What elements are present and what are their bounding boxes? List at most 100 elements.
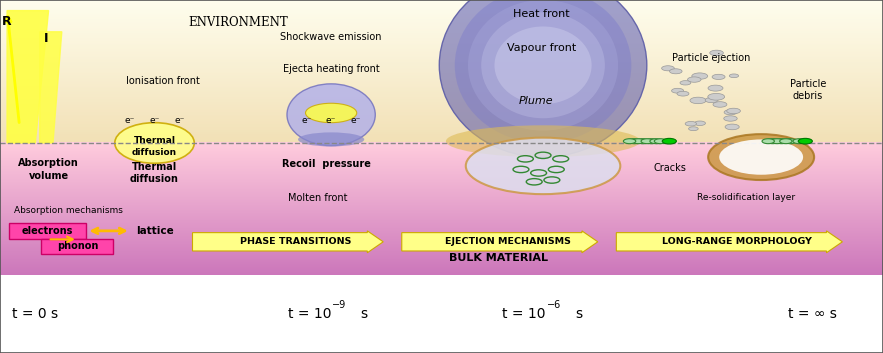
Text: electrons: electrons xyxy=(22,226,73,236)
Circle shape xyxy=(637,139,649,144)
Text: t = ∞ s: t = ∞ s xyxy=(788,307,837,321)
Text: Cracks: Cracks xyxy=(653,163,686,173)
Text: LONG-RANGE MORPHOLOGY: LONG-RANGE MORPHOLOGY xyxy=(662,237,812,246)
Circle shape xyxy=(623,139,636,144)
Circle shape xyxy=(677,91,689,96)
Circle shape xyxy=(690,97,706,104)
Text: e⁻: e⁻ xyxy=(149,115,160,125)
Circle shape xyxy=(706,97,718,103)
Circle shape xyxy=(708,85,723,91)
Text: ENVIRONMENT: ENVIRONMENT xyxy=(189,16,288,29)
Text: e⁻: e⁻ xyxy=(301,115,312,125)
Text: Shockwave emission: Shockwave emission xyxy=(281,32,381,42)
Text: s: s xyxy=(360,307,367,321)
Text: −6: −6 xyxy=(547,300,561,310)
Ellipse shape xyxy=(446,125,640,157)
Ellipse shape xyxy=(298,132,365,146)
Circle shape xyxy=(685,121,697,126)
Ellipse shape xyxy=(719,139,804,175)
Text: BULK MATERIAL: BULK MATERIAL xyxy=(449,253,548,263)
Text: −9: −9 xyxy=(332,300,346,310)
Text: Absorption mechanisms: Absorption mechanisms xyxy=(13,205,123,215)
Circle shape xyxy=(724,116,737,121)
Text: R: R xyxy=(2,15,11,28)
Circle shape xyxy=(672,88,683,93)
Ellipse shape xyxy=(708,134,814,180)
Circle shape xyxy=(650,139,662,144)
Text: I: I xyxy=(44,32,49,45)
Text: e⁻: e⁻ xyxy=(351,115,361,125)
Circle shape xyxy=(780,139,792,144)
Text: Plume: Plume xyxy=(518,96,554,106)
Circle shape xyxy=(708,94,725,100)
Circle shape xyxy=(798,138,812,144)
Circle shape xyxy=(793,139,805,144)
Text: Particle
debris: Particle debris xyxy=(789,79,826,101)
Text: e⁻: e⁻ xyxy=(326,115,336,125)
Ellipse shape xyxy=(440,0,646,157)
Circle shape xyxy=(784,139,796,144)
Circle shape xyxy=(689,127,698,131)
Circle shape xyxy=(762,139,774,144)
FancyBboxPatch shape xyxy=(9,223,86,239)
Text: s: s xyxy=(575,307,582,321)
Ellipse shape xyxy=(468,0,618,131)
Circle shape xyxy=(694,121,706,125)
Text: lattice: lattice xyxy=(136,226,173,236)
Circle shape xyxy=(775,139,788,144)
Ellipse shape xyxy=(115,123,194,163)
Ellipse shape xyxy=(455,0,631,143)
Ellipse shape xyxy=(287,84,375,145)
Circle shape xyxy=(725,124,739,130)
Circle shape xyxy=(766,139,779,144)
Text: Heat front: Heat front xyxy=(513,9,570,19)
Circle shape xyxy=(661,66,675,71)
Text: Thermal
diffusion: Thermal diffusion xyxy=(130,162,179,184)
Circle shape xyxy=(729,74,738,78)
Text: Re-solidification layer: Re-solidification layer xyxy=(697,193,796,202)
Circle shape xyxy=(713,102,727,107)
Circle shape xyxy=(680,80,691,85)
Text: t = 0 s: t = 0 s xyxy=(12,307,58,321)
Text: Ejecta heating front: Ejecta heating front xyxy=(283,64,380,74)
Text: Thermal
diffusion: Thermal diffusion xyxy=(132,137,177,156)
FancyArrow shape xyxy=(402,231,598,253)
Bar xyxy=(0,0,883,143)
Text: Absorption
volume: Absorption volume xyxy=(19,158,79,181)
Text: phonon: phonon xyxy=(57,241,98,251)
Circle shape xyxy=(662,138,676,144)
Text: Particle ejection: Particle ejection xyxy=(672,53,750,63)
Ellipse shape xyxy=(494,26,592,104)
Circle shape xyxy=(628,139,640,144)
Circle shape xyxy=(710,50,723,56)
Text: Ionisation front: Ionisation front xyxy=(126,76,200,86)
FancyArrow shape xyxy=(616,231,842,253)
Polygon shape xyxy=(7,11,49,143)
Text: EJECTION MECHANISMS: EJECTION MECHANISMS xyxy=(445,237,570,246)
Text: Recoil  pressure: Recoil pressure xyxy=(283,159,371,169)
Text: PHASE TRANSITIONS: PHASE TRANSITIONS xyxy=(240,237,351,246)
Ellipse shape xyxy=(306,103,357,123)
Ellipse shape xyxy=(466,138,620,194)
Circle shape xyxy=(724,110,737,115)
FancyArrow shape xyxy=(192,231,383,253)
Bar xyxy=(0,275,883,353)
Circle shape xyxy=(691,73,708,79)
Circle shape xyxy=(632,139,645,144)
Text: e⁻: e⁻ xyxy=(125,115,135,125)
Text: e⁻: e⁻ xyxy=(174,115,185,125)
Circle shape xyxy=(771,139,783,144)
Text: Molten front: Molten front xyxy=(288,193,348,203)
FancyBboxPatch shape xyxy=(41,239,113,254)
Ellipse shape xyxy=(481,12,605,118)
Circle shape xyxy=(645,139,658,144)
Circle shape xyxy=(727,108,741,114)
Circle shape xyxy=(669,69,682,74)
Circle shape xyxy=(654,139,667,144)
Text: Vapour front: Vapour front xyxy=(507,43,576,53)
Circle shape xyxy=(712,74,725,79)
Circle shape xyxy=(641,139,653,144)
Circle shape xyxy=(688,77,701,82)
Text: t = 10: t = 10 xyxy=(288,307,331,321)
Text: t = 10: t = 10 xyxy=(502,307,546,321)
